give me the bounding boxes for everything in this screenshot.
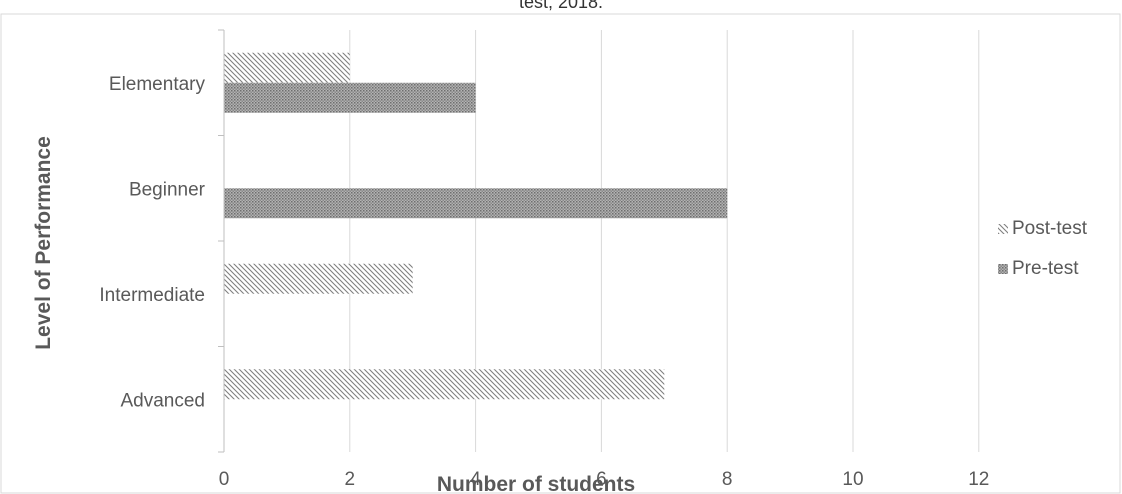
chart-title: test, 2018.	[519, 0, 603, 12]
x-axis-title: Number of students	[437, 473, 635, 494]
y-axis-title: Level of Performance	[32, 136, 55, 350]
bars	[224, 52, 728, 400]
axes: 0 2 4 6 8 10 12 Elementary Beginner Intermediate A…	[99, 29, 989, 490]
x-tick-label: 2	[345, 469, 356, 490]
x-tick-label: 10	[842, 469, 863, 490]
bar-post-test-intermediate	[224, 263, 413, 294]
legend-label: Pre-test	[1012, 258, 1079, 279]
y-tick-label: Intermediate	[99, 285, 205, 306]
y-tick-label: Beginner	[129, 179, 206, 200]
bar-pre-test-beginner	[224, 188, 728, 219]
legend-swatch	[998, 264, 1008, 274]
y-tick-label: Elementary	[109, 74, 206, 95]
x-tick-label: 0	[219, 469, 230, 490]
legend: Post-test Pre-test	[998, 218, 1088, 279]
x-tick-label: 12	[968, 469, 989, 490]
chart-border	[0, 13, 1121, 494]
legend-label: Post-test	[1012, 218, 1088, 239]
bar-pre-test-elementary	[224, 82, 476, 113]
x-tick-label: 8	[722, 469, 733, 490]
legend-swatch	[998, 224, 1008, 234]
bar-post-test-advanced	[224, 369, 665, 400]
x-tick-label: 6	[596, 469, 607, 490]
x-tick-label: 4	[470, 469, 481, 490]
bar-post-test-elementary	[224, 52, 350, 83]
y-tick-label: Advanced	[120, 390, 205, 411]
